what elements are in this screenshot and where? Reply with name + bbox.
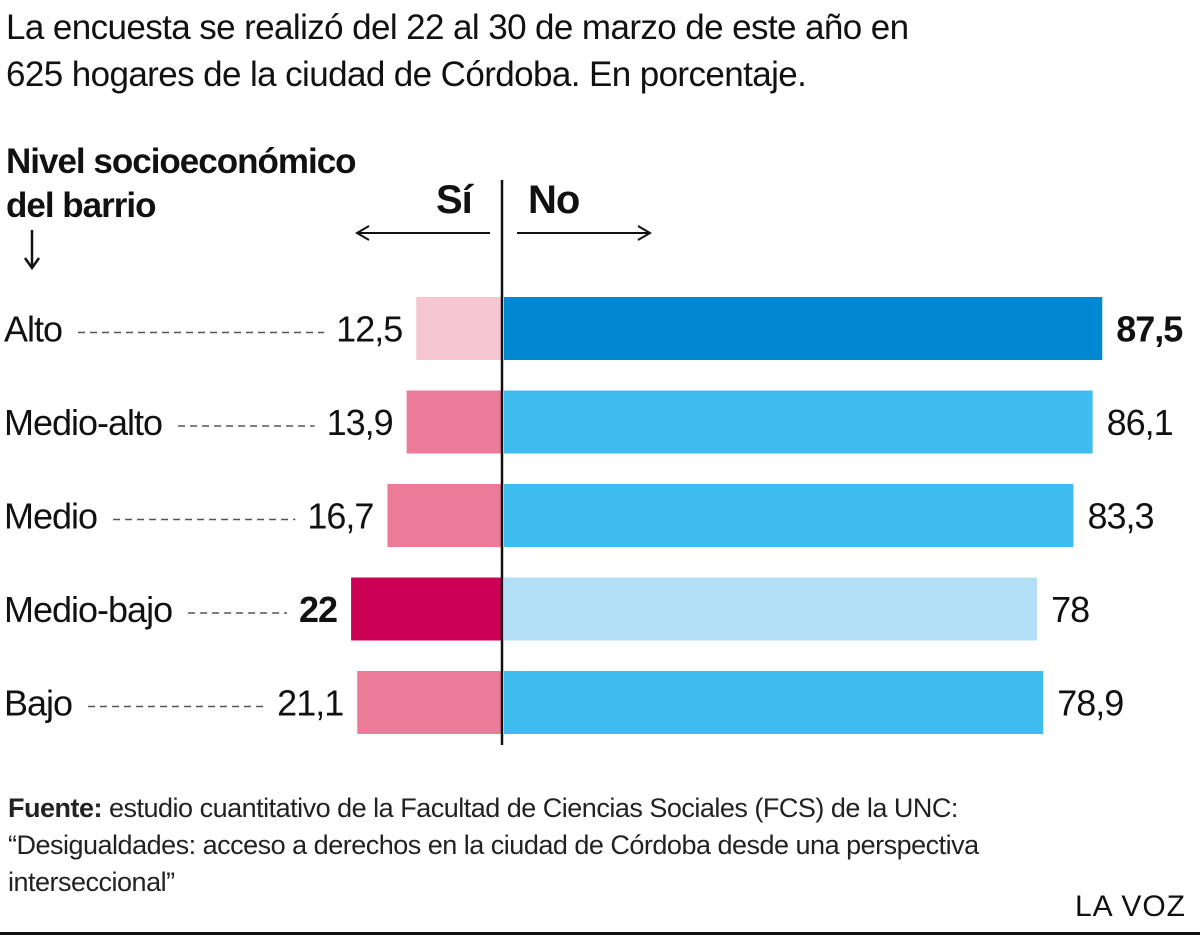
category-axis-title-line-1: Nivel socioeconómico xyxy=(6,142,357,181)
arrow-left-icon xyxy=(355,225,370,241)
legend-no: No xyxy=(528,178,580,222)
bar-si xyxy=(357,671,502,734)
chart-subtitle: La encuesta se realizó del 22 al 30 de m… xyxy=(6,4,1156,98)
value-label-si: 22 xyxy=(299,589,337,630)
bar-si xyxy=(416,297,502,360)
intro-line-2: 625 hogares de la ciudad de Córdoba. En … xyxy=(6,55,807,94)
category-label: Medio xyxy=(4,495,97,536)
value-label-no: 86,1 xyxy=(1107,402,1173,443)
bar-si xyxy=(387,484,502,547)
value-label-no: 78,9 xyxy=(1057,682,1123,723)
arrow-right-icon xyxy=(637,225,652,241)
bar-row: Medio 16,7 83,3 xyxy=(4,484,1155,547)
category-axis-title: Nivel socioeconómico del barrio xyxy=(6,140,357,228)
source-label: Fuente: xyxy=(8,793,103,823)
value-label-si: 13,9 xyxy=(327,402,393,443)
value-label-si: 21,1 xyxy=(277,682,343,723)
legend-si: Sí xyxy=(436,178,473,222)
bar-no xyxy=(504,297,1103,360)
down-arrow-icon xyxy=(23,230,41,271)
bar-si xyxy=(351,577,502,641)
bottom-rule xyxy=(0,932,1200,935)
category-label: Medio-bajo xyxy=(4,589,172,630)
intro-line-1: La encuesta se realizó del 22 al 30 de m… xyxy=(6,8,909,47)
category-label: Alto xyxy=(4,308,62,349)
category-label: Medio-alto xyxy=(4,402,162,443)
category-label: Bajo xyxy=(4,682,72,723)
value-label-si: 12,5 xyxy=(336,308,402,349)
value-label-no: 83,3 xyxy=(1087,495,1153,536)
source-text: estudio cuantitativo de la Facultad de C… xyxy=(8,793,979,897)
category-axis-title-line-2: del barrio xyxy=(6,186,156,225)
value-label-si: 16,7 xyxy=(307,495,373,536)
bar-row: Alto 12,5 87,5 xyxy=(4,297,1184,360)
bar-row: Bajo 21,1 78,9 xyxy=(4,671,1124,734)
brand-logo: LA VOZ xyxy=(1074,890,1186,923)
bar-row: Medio-bajo 22 78 xyxy=(4,577,1090,641)
source-note: Fuente: estudio cuantitativo de la Facul… xyxy=(8,790,1048,901)
bar-no xyxy=(504,671,1044,734)
bar-no xyxy=(504,484,1074,547)
bar-no xyxy=(504,577,1038,641)
value-label-no: 87,5 xyxy=(1116,308,1183,349)
bar-no xyxy=(504,390,1093,454)
value-label-no: 78 xyxy=(1051,589,1089,630)
bar-si xyxy=(406,390,502,454)
bar-row: Medio-alto 13,9 86,1 xyxy=(4,390,1174,454)
diverging-bar-chart: Alto 12,5 87,5 Medio-alto 13,9 86,1 Medio 16,7 8… xyxy=(4,180,1184,745)
